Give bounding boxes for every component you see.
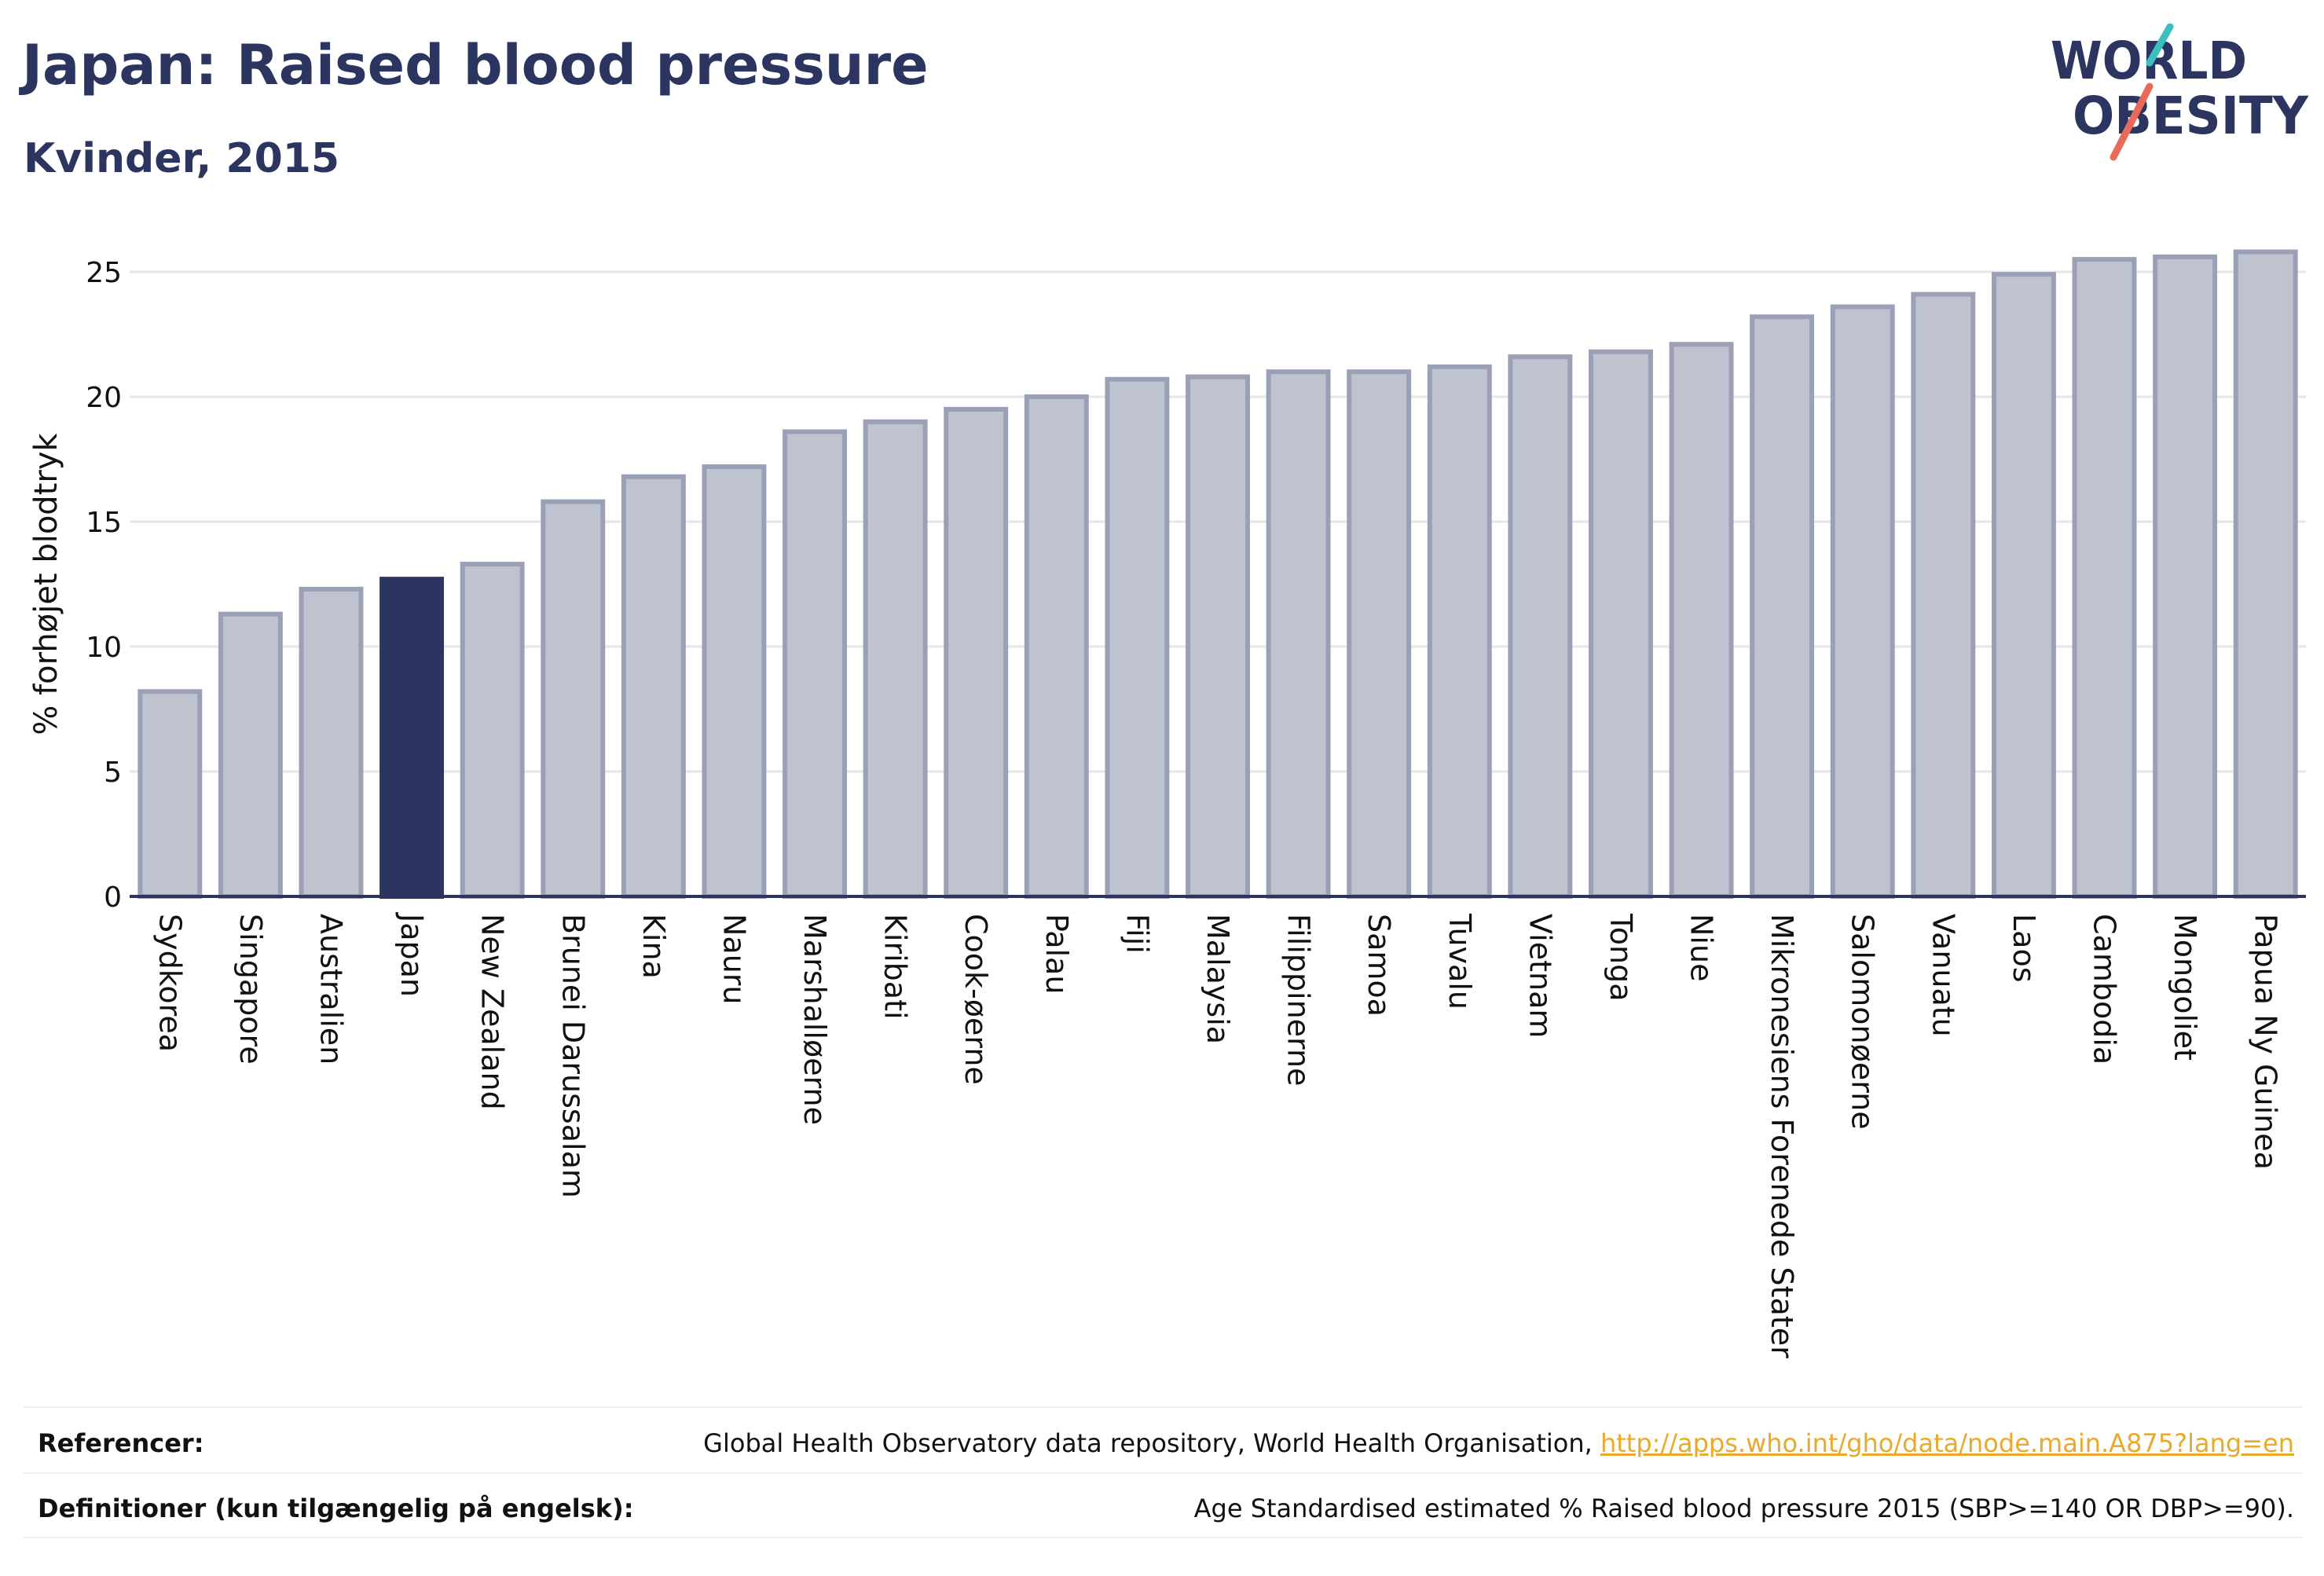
x-tick-label: Mongoliet: [2168, 914, 2202, 1061]
footer-divider-top: [24, 1406, 2302, 1408]
x-tick-label: Samoa: [1362, 914, 1396, 1017]
bar-tuvalu[interactable]: [1427, 364, 1492, 899]
bar-new-zealand[interactable]: [460, 562, 525, 899]
bar-palau[interactable]: [1024, 394, 1089, 899]
references-value: Global Health Observatory data repositor…: [703, 1428, 2294, 1458]
bar-malaysia[interactable]: [1186, 374, 1250, 899]
x-tick-label: Tuvalu: [1442, 913, 1477, 1010]
y-axis-label: % forhøjet blodtryk: [28, 433, 64, 735]
bar-vietnam[interactable]: [1508, 354, 1573, 899]
x-tick-label: Singapore: [233, 914, 268, 1065]
chart-title: Japan: Raised blood pressure: [22, 33, 929, 97]
world-obesity-logo: WORLD OBESITY: [2051, 24, 2309, 161]
bar-samoa[interactable]: [1347, 369, 1412, 899]
x-tick-label: Kiribati: [878, 914, 913, 1020]
x-tick-label: Cambodia: [2088, 914, 2122, 1065]
bar-brunei-darussalam[interactable]: [541, 499, 606, 899]
bar-niue[interactable]: [1669, 342, 1734, 900]
references-text: Global Health Observatory data repositor…: [703, 1428, 1600, 1458]
bar-singapore[interactable]: [218, 611, 283, 899]
bar-vanuatu[interactable]: [1911, 291, 1976, 899]
bar-cook-erne[interactable]: [944, 406, 1009, 899]
x-tick-label: Kina: [636, 914, 671, 979]
bar-tonga[interactable]: [1589, 349, 1653, 899]
bar-fiji[interactable]: [1105, 376, 1170, 899]
logo-word-obesity: OBESITY: [2073, 86, 2309, 146]
x-tick-label: New Zealand: [475, 914, 510, 1110]
bar-kina[interactable]: [621, 474, 686, 899]
y-tick-label: 0: [104, 881, 122, 914]
x-tick-label: Australien: [313, 914, 348, 1065]
bar-papua-ny-guinea[interactable]: [2233, 249, 2298, 899]
bar-marshall-erne[interactable]: [783, 429, 847, 899]
x-tick-label: Papua Ny Guinea: [2249, 914, 2283, 1170]
logo-slash-bottom: [2110, 82, 2154, 161]
definitions-label: Definitioner (kun tilgængelig på engelsk…: [38, 1494, 634, 1523]
definitions-value: Age Standardised estimated % Raised bloo…: [1193, 1494, 2294, 1523]
tick-labels: 0 5 10 15 20 25 % forhøjet blodtryk Sydkorea Sin…: [28, 257, 2283, 1358]
bar-mongoliet[interactable]: [2153, 254, 2218, 900]
x-tick-label: Laos: [2007, 914, 2041, 983]
x-tick-label: Mikronesiens Forenede Stater: [1765, 914, 1799, 1358]
x-tick-label: Niue: [1684, 914, 1719, 981]
x-tick-label: Vanuatu: [1926, 914, 1960, 1037]
bar-sydkorea[interactable]: [137, 689, 203, 899]
bar-laos[interactable]: [1991, 272, 2056, 899]
x-tick-label: Palau: [1039, 914, 1074, 994]
x-tick-label: Brunei Darussalam: [555, 914, 590, 1198]
bar-chart: 0 5 10 15 20 25 % forhøjet blodtryk Sydkorea Sin…: [28, 249, 2306, 1358]
x-tick-label: Cook-øerne: [959, 914, 993, 1085]
x-tick-label: Salomonøerne: [1846, 914, 1880, 1130]
y-tick-label: 5: [104, 757, 122, 789]
x-tick-label: Marshalløerne: [797, 914, 832, 1125]
x-tick-label: Vietnam: [1523, 914, 1557, 1038]
bar-japan[interactable]: [379, 577, 445, 899]
logo-slash-top: [2146, 24, 2174, 67]
chart-subtitle: Kvinder, 2015: [24, 135, 340, 182]
bar-nauru[interactable]: [702, 464, 767, 899]
references-link[interactable]: http://apps.who.int/gho/data/node.main.A…: [1600, 1428, 2294, 1458]
bar-filippinerne[interactable]: [1266, 369, 1331, 899]
y-tick-label: 15: [86, 507, 122, 539]
y-tick-label: 10: [86, 632, 122, 664]
footer-divider-bottom: [24, 1537, 2302, 1538]
bar-salomon-erne[interactable]: [1830, 304, 1895, 899]
bars: [137, 249, 2298, 900]
x-tick-label: Malaysia: [1200, 914, 1235, 1044]
x-tick-label: Japan: [394, 912, 429, 997]
references-label: Referencer:: [38, 1428, 204, 1458]
x-tick-label: Filippinerne: [1281, 914, 1316, 1086]
x-tick-label: Nauru: [717, 914, 751, 1005]
bar-cambodia[interactable]: [2072, 257, 2137, 900]
footer-divider-middle: [24, 1472, 2302, 1474]
y-tick-label: 25: [86, 257, 122, 289]
x-tick-label: Tonga: [1604, 913, 1638, 1002]
bar-australien[interactable]: [299, 586, 364, 899]
bar-kiribati[interactable]: [863, 419, 928, 899]
bar-mikronesiens-forenede-stater[interactable]: [1750, 314, 1815, 899]
x-tick-label: Fiji: [1120, 914, 1154, 954]
x-tick-label: Sydkorea: [152, 914, 187, 1052]
y-tick-label: 20: [86, 382, 122, 414]
